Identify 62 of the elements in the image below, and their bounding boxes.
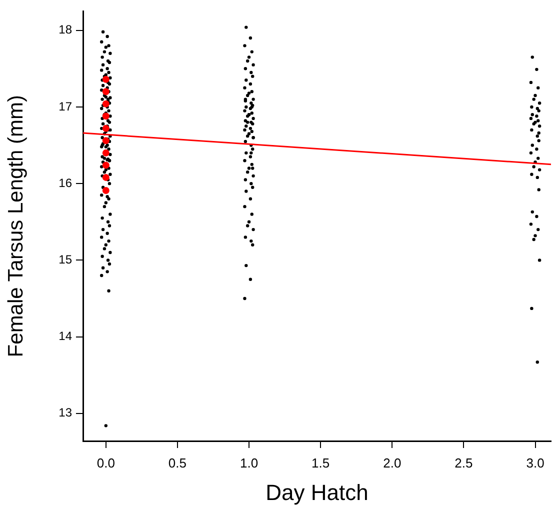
point [535, 114, 538, 118]
x-tick-label: 3.0 [526, 455, 544, 470]
point [535, 148, 538, 151]
x-tick-label: 0.0 [96, 455, 115, 470]
point [536, 106, 540, 110]
point [535, 214, 538, 218]
point [536, 228, 540, 232]
point [537, 188, 540, 192]
y-tick-label: 13 [58, 406, 72, 420]
point [538, 258, 542, 262]
point [532, 98, 536, 101]
x-tick-label: 1.5 [312, 455, 330, 470]
point [536, 156, 540, 160]
y-tick-label: 15 [58, 252, 72, 267]
point [102, 100, 110, 108]
x-axis-title: Day Hatch [266, 480, 368, 505]
point [102, 174, 110, 181]
x-tick-label: 2.0 [383, 455, 402, 470]
point [530, 172, 534, 176]
y-tick-label: 18 [58, 22, 72, 37]
point [537, 109, 540, 112]
point [536, 119, 540, 122]
point [102, 76, 110, 83]
point [536, 134, 540, 138]
point [530, 113, 534, 116]
x-tick-label: 0.5 [168, 455, 186, 470]
x-tick-label: 1.0 [240, 455, 258, 470]
point [529, 222, 533, 226]
point [102, 124, 110, 132]
point [102, 162, 110, 169]
point [532, 238, 536, 242]
point [536, 86, 540, 90]
point [102, 88, 110, 96]
point [534, 234, 537, 238]
point [534, 94, 537, 98]
point [529, 80, 533, 84]
point [535, 68, 538, 72]
point [538, 124, 542, 128]
point [538, 168, 542, 172]
point [538, 102, 542, 105]
point [529, 151, 533, 155]
point [532, 165, 536, 168]
y-tick-label: 17 [58, 99, 72, 114]
point [536, 176, 540, 180]
point [530, 128, 534, 132]
point [530, 210, 534, 214]
point [102, 112, 110, 120]
point [530, 105, 534, 109]
x-tick-label: 2.5 [454, 455, 473, 470]
y-tick-label: 16 [58, 176, 72, 190]
point [537, 139, 540, 142]
y-tick-label: 14 [58, 329, 72, 344]
point [530, 144, 534, 147]
point [530, 306, 534, 310]
point [537, 131, 540, 135]
point [102, 149, 110, 156]
point [529, 116, 533, 120]
point [530, 56, 534, 59]
y-axis-title: Female Tarsus Length (mm) [4, 95, 28, 358]
point [102, 137, 110, 144]
point [536, 360, 540, 364]
point [102, 186, 110, 194]
